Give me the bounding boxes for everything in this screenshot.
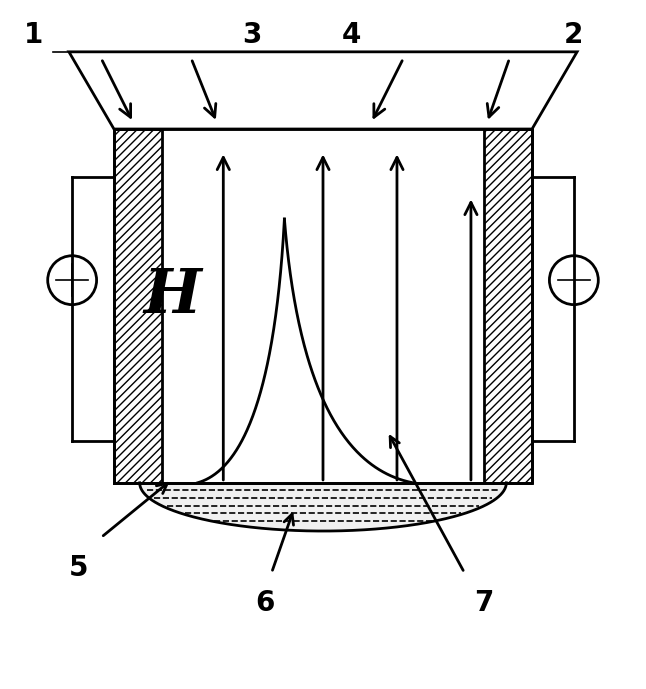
Text: 3: 3 [243,21,262,49]
Polygon shape [114,129,162,483]
Text: 5: 5 [69,553,89,582]
Text: 1: 1 [24,21,43,49]
Text: 2: 2 [564,21,583,49]
Polygon shape [69,52,577,129]
Text: 6: 6 [255,589,275,617]
Polygon shape [140,483,506,531]
Text: 4: 4 [342,21,362,49]
Text: H: H [143,266,201,327]
Polygon shape [484,129,532,483]
Text: 7: 7 [474,589,494,617]
